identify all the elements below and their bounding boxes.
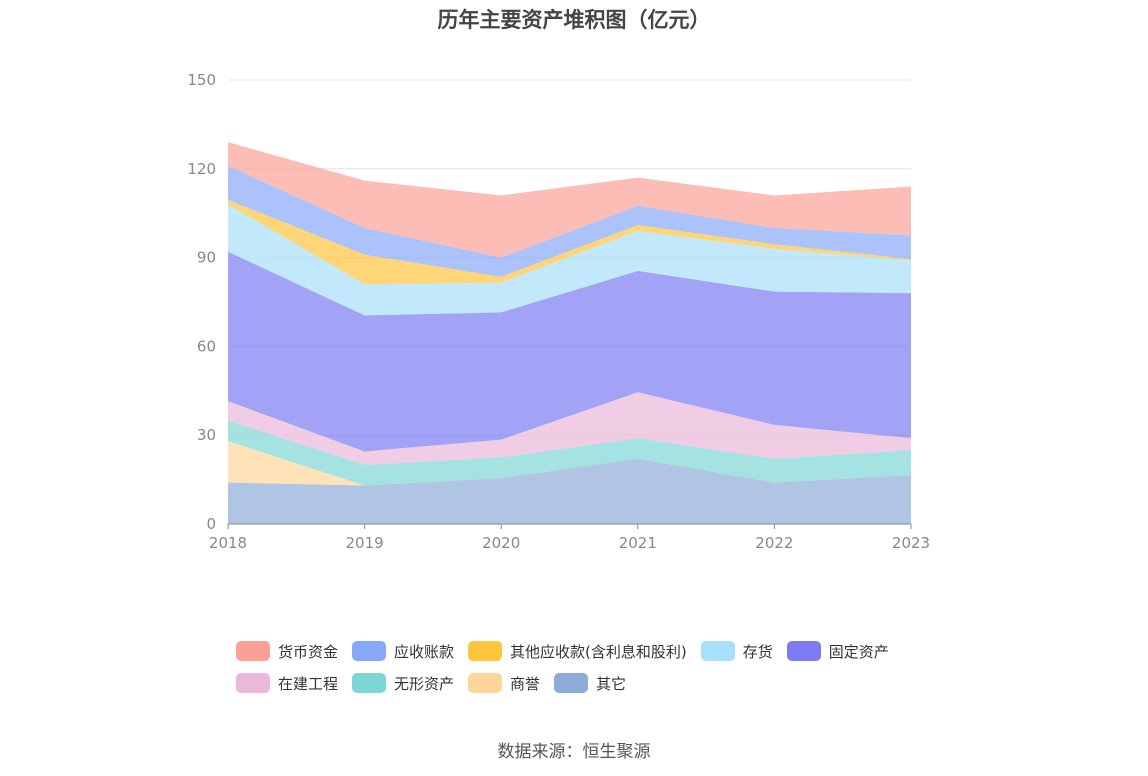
legend-item[interactable]: 无形资产 — [352, 672, 454, 694]
y-tick-label: 60 — [197, 337, 216, 355]
legend-swatch — [701, 641, 735, 661]
legend-swatch — [554, 673, 588, 693]
data-source: 数据来源：恒生聚源 — [0, 737, 1148, 762]
y-tick-label: 30 — [197, 426, 216, 444]
legend-item[interactable]: 货币资金 — [236, 640, 338, 662]
legend-item[interactable]: 应收账款 — [352, 640, 454, 662]
x-tick-label: 2020 — [482, 534, 520, 552]
legend-label: 在建工程 — [278, 673, 338, 694]
legend-label: 应收账款 — [394, 641, 454, 662]
legend-label: 其它 — [596, 673, 626, 694]
x-tick-label: 2021 — [619, 534, 657, 552]
legend-item[interactable]: 其它 — [554, 672, 626, 694]
legend-label: 其他应收款(含利息和股利) — [510, 641, 687, 662]
area-layer — [228, 142, 911, 524]
legend-swatch — [468, 641, 502, 661]
x-tick-label: 2022 — [755, 534, 793, 552]
legend-swatch — [468, 673, 502, 693]
x-tick-label: 2019 — [346, 534, 384, 552]
legend-label: 货币资金 — [278, 641, 338, 662]
legend-item[interactable]: 存货 — [701, 640, 773, 662]
legend-item[interactable]: 其他应收款(含利息和股利) — [468, 640, 687, 662]
legend-item[interactable]: 商誉 — [468, 672, 540, 694]
legend-label: 无形资产 — [394, 673, 454, 694]
y-tick-label: 90 — [197, 249, 216, 267]
legend-item[interactable]: 固定资产 — [787, 640, 889, 662]
y-tick-label: 0 — [206, 515, 216, 533]
y-tick-label: 120 — [187, 160, 216, 178]
legend-swatch — [352, 673, 386, 693]
legend: 货币资金 应收账款 其他应收款(含利息和股利) 存货 固定资产在建工程 无形资产 商誉 其它 — [236, 640, 936, 694]
legend-label: 存货 — [743, 641, 773, 662]
legend-swatch — [236, 673, 270, 693]
legend-label: 固定资产 — [829, 641, 889, 662]
legend-swatch — [236, 641, 270, 661]
legend-item[interactable]: 在建工程 — [236, 672, 338, 694]
x-tick-label: 2023 — [892, 534, 930, 552]
x-tick-label: 2018 — [209, 534, 247, 552]
legend-swatch — [352, 641, 386, 661]
legend-swatch — [787, 641, 821, 661]
legend-label: 商誉 — [510, 673, 540, 694]
y-tick-label: 150 — [187, 71, 216, 89]
